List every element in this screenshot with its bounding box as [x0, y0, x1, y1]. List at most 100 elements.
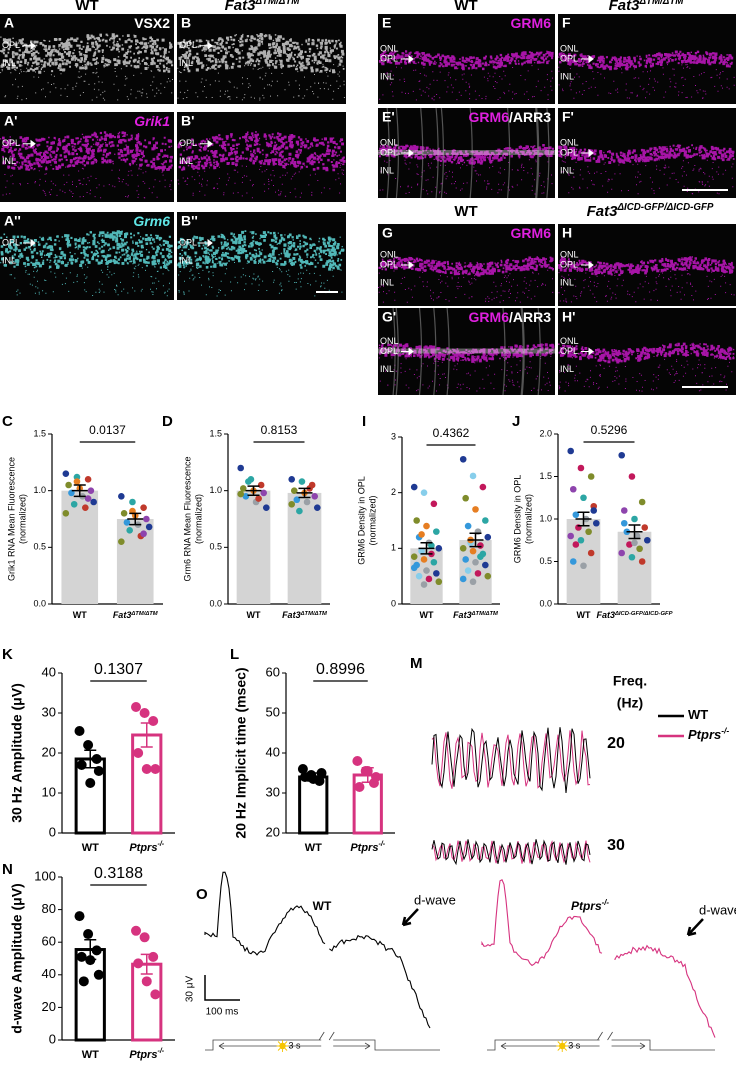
data-point [636, 545, 643, 553]
x-tick-label-sup: ΔTM/ΔTM [300, 610, 327, 616]
panel-letter: B' [181, 113, 194, 129]
y-tick-label: 1.5 [539, 471, 552, 481]
data-point [572, 511, 580, 519]
y-axis-label: (normalized) [17, 494, 27, 544]
y-tick-label: 1.0 [33, 485, 46, 495]
bar [298, 775, 329, 835]
data-point [82, 504, 89, 511]
error-bar [82, 939, 99, 961]
arr3-signal [392, 307, 541, 396]
y-tick-label: 60 [266, 664, 280, 679]
erg-trace [204, 871, 326, 956]
data-point [120, 510, 128, 517]
data-point [643, 536, 651, 544]
stain-part: Grm6 [133, 213, 170, 229]
cell-signal [378, 343, 555, 392]
data-point [569, 485, 577, 493]
x-tick-label-main: Fat3 [282, 610, 301, 620]
group-label-sup: -/- [602, 898, 610, 907]
data-point [638, 558, 646, 565]
layer-label: OPL [380, 259, 398, 269]
data-point [150, 764, 161, 774]
group-label: WT [313, 899, 332, 913]
panel-letter: M [410, 655, 423, 672]
data-point [288, 476, 296, 483]
layer-arrow [401, 149, 414, 157]
y-tick-label: 0.5 [539, 556, 552, 566]
data-point [418, 547, 425, 555]
layer-label: INL [179, 156, 193, 166]
marker-label: d-wave [414, 892, 456, 907]
light-rays [556, 1040, 569, 1052]
data-point [430, 558, 438, 566]
data-point [423, 522, 430, 530]
data-point [352, 756, 363, 766]
error-bar [127, 512, 144, 526]
y-tick-label: 1.5 [33, 428, 46, 438]
x-tick-label: WT [305, 842, 322, 854]
data-point [618, 549, 626, 557]
y-tick-label: 0.0 [33, 598, 46, 608]
error-bar [296, 487, 313, 499]
data-point [73, 473, 81, 481]
data-point [633, 532, 641, 540]
data-point [262, 504, 270, 511]
data-point [626, 541, 633, 548]
data-point [469, 472, 477, 480]
x-tick-label-main: Fat3 [113, 610, 132, 620]
erg-trace [431, 839, 591, 866]
data-point [587, 549, 595, 557]
data-point [435, 545, 443, 552]
data-point [303, 498, 311, 506]
x-tick-label-main: WT [577, 610, 591, 620]
data-point [631, 515, 638, 523]
data-point [87, 487, 95, 494]
data-point [472, 506, 479, 513]
data-point [590, 507, 598, 514]
data-point [139, 708, 150, 718]
x-tick-label-main: Fat3 [453, 610, 472, 620]
panel-letter: B [181, 15, 191, 31]
x-tick-label-sup: -/- [157, 1047, 164, 1055]
layer-arrow [23, 41, 36, 50]
column-header-main: Fat3 [609, 0, 641, 14]
stain-part: /ARR3 [509, 309, 551, 325]
y-tick-label: 0.0 [209, 598, 222, 608]
data-point [638, 498, 646, 506]
layer-label: OPL [380, 53, 398, 63]
layer-label: INL [380, 71, 394, 81]
data-point [641, 524, 649, 531]
panel-letter: A'' [4, 213, 21, 229]
layer-label: INL [2, 58, 16, 68]
layer-arrow [23, 139, 36, 148]
data-point [76, 760, 87, 770]
panel-letter: N [2, 861, 13, 878]
break-mark [597, 1031, 613, 1041]
cell-signal [177, 33, 345, 101]
y-axis-label: (normalized) [193, 494, 203, 544]
x-tick-label-sup: ΔICD-GFP/ΔICD-GFP [614, 610, 673, 616]
error-bar [82, 749, 99, 769]
stain-label: GRM6 [511, 15, 552, 31]
scale-y-label: 30 μV [185, 976, 196, 1003]
column-header-sup: ΔTM/ΔTM [638, 0, 684, 6]
data-point [313, 504, 321, 511]
x-tick-label: WT [82, 842, 99, 854]
opl-highlight [378, 348, 555, 354]
data-point [631, 539, 638, 547]
column-header-main: WT [75, 0, 98, 14]
x-tick-label-main: WT [247, 610, 261, 620]
data-point [260, 489, 268, 497]
data-point [237, 464, 245, 472]
layer-arrow [581, 55, 594, 63]
panel-letter: A' [4, 113, 17, 129]
panel-letter: G [382, 225, 393, 241]
group-label-main: Ptprs [571, 899, 602, 913]
x-tick-label-main: Ptprs [350, 842, 378, 854]
layer-label: ONL [560, 336, 579, 346]
data-point [133, 958, 144, 969]
error-bar [138, 953, 155, 975]
panel-letter: O [196, 886, 208, 903]
column-header: WT [454, 0, 477, 14]
p-value: 0.4362 [433, 426, 470, 440]
